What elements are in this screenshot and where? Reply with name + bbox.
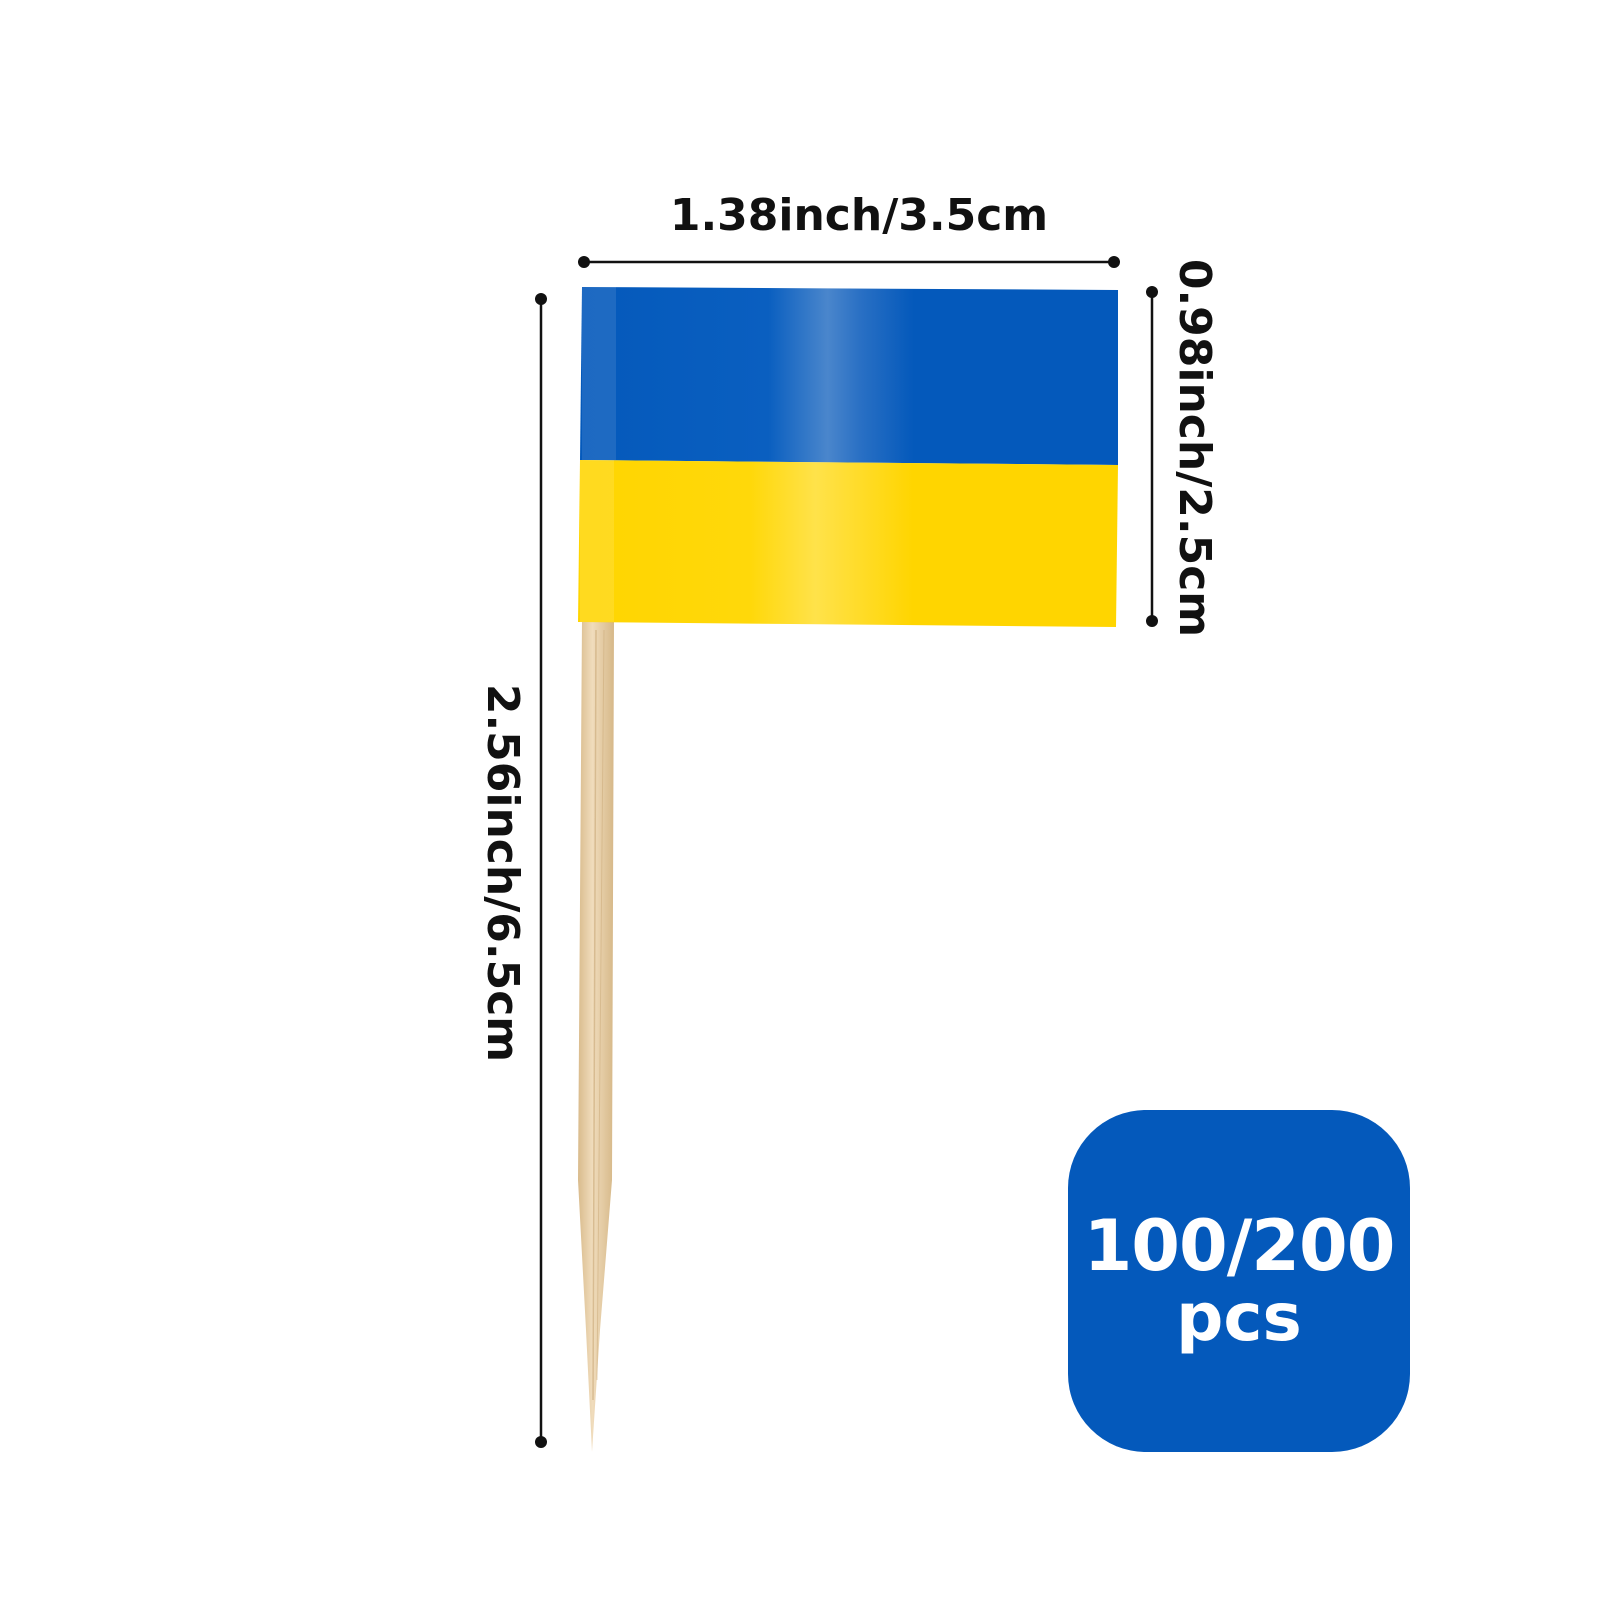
flag-height-label: 0.98inch/2.5cm [1169, 258, 1220, 638]
toothpick-grain [592, 629, 597, 1401]
ukraine-flag [578, 287, 1118, 627]
quantity-number: 100/200 [1083, 1205, 1396, 1287]
dimension-endpoint [535, 1436, 547, 1448]
flag-fold-blue [582, 287, 616, 460]
flag-width-label: 1.38inch/3.5cm [669, 190, 1049, 241]
toothpick-stick [578, 620, 614, 1452]
flag-fold-yellow [580, 460, 614, 622]
height-dimension-line [1146, 286, 1158, 627]
dimension-endpoint [1146, 615, 1158, 627]
quantity-badge: 100/200 pcs [1068, 1110, 1410, 1452]
dimension-endpoint [1108, 256, 1120, 268]
dimension-endpoint [535, 293, 547, 305]
dimension-endpoint [578, 256, 590, 268]
total-length-label: 2.56inch/6.5cm [477, 683, 528, 1063]
flag-yellow-stripe [578, 460, 1118, 627]
length-dimension-line [535, 293, 547, 1448]
flag-blue-stripe [580, 287, 1118, 465]
quantity-unit: pcs [1176, 1279, 1302, 1356]
toothpick-grain [596, 629, 605, 1381]
width-dimension-line [578, 256, 1120, 268]
dimension-endpoint [1146, 286, 1158, 298]
